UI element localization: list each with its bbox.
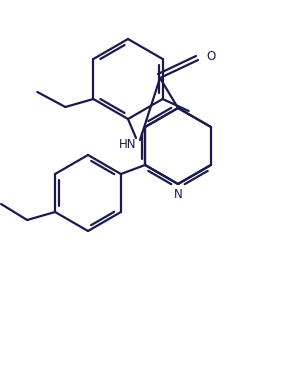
Text: HN: HN <box>119 138 137 150</box>
Text: N: N <box>174 187 182 201</box>
Text: O: O <box>206 51 215 63</box>
